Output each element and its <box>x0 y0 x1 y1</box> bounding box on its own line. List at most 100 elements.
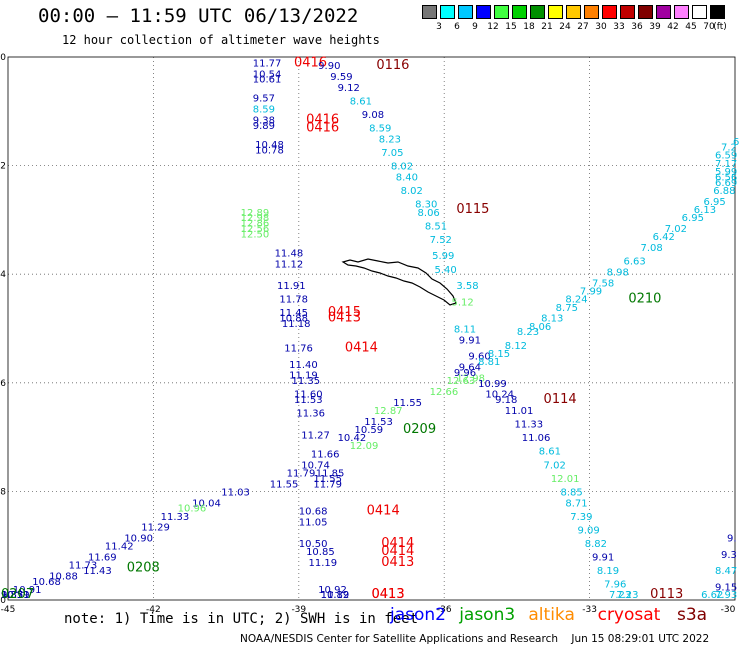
wave-height-value: 10.74 <box>301 460 330 471</box>
wave-height-value: 9.90 <box>318 61 340 72</box>
wave-height-value: 9.08 <box>362 110 384 121</box>
pass-time-label: 0414 <box>345 341 378 356</box>
wave-height-value: 11.03 <box>221 487 250 498</box>
wave-height-value: 12.89 <box>241 208 270 219</box>
south-georgia-coastline <box>341 258 457 306</box>
wave-height-value: 9.96 <box>454 368 476 379</box>
wave-height-value: 9.91 <box>592 553 614 564</box>
wave-height-value: 8.06 <box>418 208 440 219</box>
wave-height-value: 10.50 <box>299 539 328 550</box>
wave-height-value: 8.24 <box>565 295 587 306</box>
wave-height-value: 8.23 <box>379 134 401 145</box>
wave-height-value: 8.23 <box>517 327 539 338</box>
wave-height-value: 7.96 <box>604 580 626 591</box>
wave-height-value: 5.99 <box>715 167 737 178</box>
lon-label: -39 <box>291 605 306 615</box>
wave-height-value: 7.58 <box>592 278 614 289</box>
pass-time-label: 0413 <box>328 311 361 326</box>
wave-height-value: 9.3 <box>721 550 737 561</box>
wave-height-value: 10.88 <box>49 572 78 583</box>
wave-height-value: 9.91 <box>459 335 481 346</box>
pass-time-label: 0414 <box>381 536 414 551</box>
wave-height-value: 6.69 <box>715 178 737 189</box>
wave-height-value: 11.85 <box>316 468 345 479</box>
wave-height-value: 9.35 <box>1 590 23 601</box>
wave-height-value: 10.85 <box>306 547 335 558</box>
wave-height-value: 12.56 <box>241 224 270 235</box>
pass-time-label: 0415 <box>328 305 361 320</box>
pass-time-label: 0414 <box>381 544 414 559</box>
wave-height-value: 7.02 <box>544 460 566 471</box>
wave-height-value: 11.29 <box>141 523 170 534</box>
wave-height-value: 11.06 <box>522 433 551 444</box>
wave-height-value: 5.99 <box>432 251 454 262</box>
wave-height-value: 11.12 <box>275 259 304 270</box>
wave-height-value: 7.99 <box>580 286 602 297</box>
lon-label: -33 <box>582 605 597 615</box>
wave-height-value: 8.98 <box>607 267 629 278</box>
pass-time-label: 0208 <box>127 560 160 575</box>
wave-height-value: 11.48 <box>275 248 304 259</box>
pass-time-label: 0115 <box>456 202 489 217</box>
scale-swatch <box>566 5 581 19</box>
wave-height-value: 8.02 <box>401 186 423 197</box>
wave-height-value: 9.64 <box>459 363 481 374</box>
pass-time-label: 0413 <box>372 587 405 602</box>
wave-height-value: 8.81 <box>478 357 500 368</box>
scale-label: 6 <box>454 22 460 32</box>
scale-label: 39 <box>649 22 661 32</box>
lat-label: -54 <box>0 270 6 280</box>
wave-height-value: 8.82 <box>585 539 607 550</box>
scale-label: 42 <box>667 22 679 32</box>
wave-height-value: 11.19 <box>308 558 337 569</box>
wave-height-value: 7.23 <box>616 590 638 601</box>
wave-height-value: 11.79 <box>313 479 342 490</box>
wave-height-value: 8.51 <box>425 221 447 232</box>
satellite-altika: altika <box>528 605 575 625</box>
wave-height-value: 10.82 <box>321 590 350 601</box>
wave-height-value: 11.40 <box>289 360 318 371</box>
wave-height-value: 10.24 <box>485 390 514 401</box>
scale-swatch <box>656 5 671 19</box>
wave-height-value: 10.59 <box>355 425 384 436</box>
wave-height-value: 10.68 <box>32 577 61 588</box>
wave-height-value: 11.42 <box>105 542 134 553</box>
wave-height-value: 9. <box>727 534 737 545</box>
wave-height-value: 6.63 <box>624 257 646 268</box>
wave-height-value: 8.12 <box>505 341 527 352</box>
scale-swatch <box>494 5 509 19</box>
scale-swatch <box>638 5 653 19</box>
wave-height-value: 8.02 <box>391 162 413 173</box>
scale-swatch <box>476 5 491 19</box>
wave-height-value: 10.42 <box>338 433 367 444</box>
wave-height-value: 10.91 <box>13 585 42 596</box>
wave-height-value: 5.12 <box>451 297 473 308</box>
wave-height-value: 9.85 <box>1 590 23 601</box>
page-subtitle: 12 hour collection of altimeter wave hei… <box>62 33 380 47</box>
wave-height-value: 8.85 <box>561 487 583 498</box>
satellite-jason3: jason3 <box>459 605 516 625</box>
wave-height-value: 11.27 <box>301 430 330 441</box>
wave-height-value: 11.19 <box>289 371 318 382</box>
wave-height-value: 7.93 <box>715 590 737 601</box>
wave-height-value: 9.15 <box>715 582 737 593</box>
scale-label: 21 <box>541 22 553 32</box>
lon-label: -42 <box>146 605 161 615</box>
wave-height-value: 8.75 <box>556 303 578 314</box>
wave-height-value: 11.78 <box>279 295 308 306</box>
pass-time-label: 0416 <box>306 112 339 127</box>
wave-height-value: 11.73 <box>69 561 98 572</box>
pass-time-label: 0413 <box>372 587 405 602</box>
pass-time-label: 0114 <box>544 392 577 407</box>
lon-label: -45 <box>1 605 16 615</box>
scale-label: 9 <box>472 22 478 32</box>
pass-time-label: 0413 <box>381 555 414 570</box>
wave-height-value: 6.59 <box>715 151 737 162</box>
wave-height-value: 10.61 <box>253 75 282 86</box>
lat-label: -50 <box>0 53 6 63</box>
wave-height-value: 8.30 <box>415 200 437 211</box>
wave-height-value: 9.09 <box>577 525 599 536</box>
wave-height-value: 7.02 <box>665 224 687 235</box>
wave-height-value: 11.76 <box>284 344 313 355</box>
